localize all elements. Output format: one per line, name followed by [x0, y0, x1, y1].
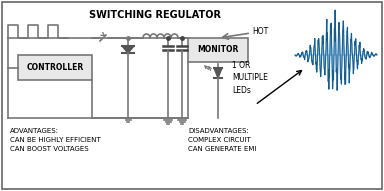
Polygon shape — [214, 68, 222, 78]
Text: ADVANTAGES:
CAN BE HIGHLY EFFICIENT
CAN BOOST VOLTAGES: ADVANTAGES: CAN BE HIGHLY EFFICIENT CAN … — [10, 128, 101, 152]
Text: SWITCHING REGULATOR: SWITCHING REGULATOR — [89, 10, 221, 20]
Bar — [18, 55, 92, 80]
Text: HOT: HOT — [252, 28, 268, 36]
Text: MONITOR: MONITOR — [197, 45, 239, 54]
Polygon shape — [122, 46, 134, 53]
Text: 1 OR
MULTIPLE
LEDs: 1 OR MULTIPLE LEDs — [232, 61, 268, 95]
Text: CONTROLLER: CONTROLLER — [26, 63, 84, 72]
Text: DISADVANTAGES:
COMPLEX CIRCUIT
CAN GENERATE EMI: DISADVANTAGES: COMPLEX CIRCUIT CAN GENER… — [188, 128, 257, 152]
Bar — [188, 38, 248, 62]
